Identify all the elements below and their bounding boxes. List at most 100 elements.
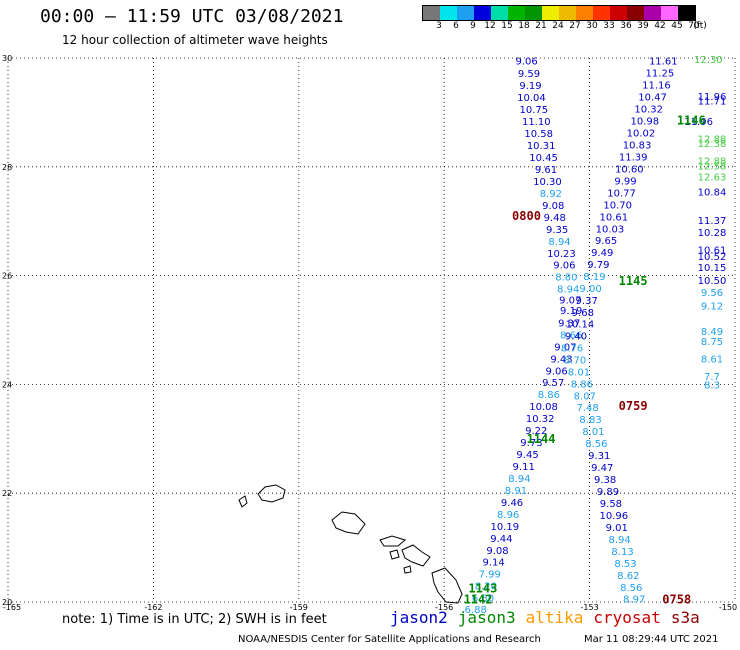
wave-height-reading: 9.19 [519, 81, 541, 92]
wave-height-reading: 9.08 [486, 546, 508, 557]
satellite-jason3: jason3 [457, 608, 516, 627]
wave-height-reading: 8.75 [701, 337, 723, 348]
wave-height-reading: 8.01 [568, 367, 590, 378]
color-swatch [661, 6, 678, 20]
wave-height-reading: 8.86 [538, 390, 560, 401]
island-niihau [238, 495, 248, 508]
color-swatch [440, 6, 457, 20]
longitude-label: -156 [435, 603, 453, 612]
wave-height-reading: 8.94 [548, 237, 570, 248]
color-swatch [678, 6, 695, 20]
latitude-label: 26 [2, 272, 12, 281]
track-east: 11.6111.2511.1610.4710.3210.9810.0210.83… [561, 57, 678, 606]
color-swatch [559, 6, 576, 20]
wave-height-reading: 9.08 [542, 201, 564, 212]
color-swatch [644, 6, 661, 20]
longitude-label: -150 [719, 603, 737, 612]
color-scale-label: 33 [603, 21, 615, 31]
color-scale-label: 3 [436, 21, 442, 31]
color-swatch [423, 6, 440, 20]
color-scale-label: 45 [671, 21, 683, 31]
wave-height-reading: 7.7 [704, 372, 720, 383]
color-swatch [508, 6, 525, 20]
wave-height-reading: 8.94 [508, 474, 530, 485]
wave-height-reading: 10.61 [600, 212, 629, 223]
wave-height-reading: 9.07 [554, 342, 576, 353]
wave-height-reading: 9.06 [546, 366, 568, 377]
wave-height-reading: 6.88 [465, 605, 487, 616]
wave-height-reading: 12.88 [698, 135, 727, 146]
wave-height-reading: 8.91 [505, 486, 527, 497]
wave-height-reading: 10.08 [529, 402, 558, 413]
wave-height-reading: 8.86 [571, 379, 593, 390]
track-west: 9.069.599.1910.0410.7511.1010.5810.3110.… [465, 57, 583, 616]
latitude-label: 24 [2, 380, 12, 389]
wave-height-reading: 10.52 [698, 252, 727, 263]
color-swatch [593, 6, 610, 20]
color-scale-label: 15 [501, 21, 513, 31]
wave-height-reading: 10.15 [698, 263, 727, 274]
wave-height-reading: 9.47 [591, 463, 613, 474]
wave-height-reading: 10.03 [596, 224, 625, 235]
color-scale-label: 12 [484, 21, 496, 31]
latitude-label: 20 [2, 598, 12, 607]
wave-height-reading: 9.40 [565, 331, 587, 342]
wave-height-reading: 9.38 [594, 475, 616, 486]
wave-height-reading: 9.37 [576, 296, 598, 307]
wave-height-reading: 8.83 [579, 415, 601, 426]
wave-height-reading: 9.37 [558, 318, 580, 329]
satellite-s3a: s3a [670, 608, 700, 627]
wave-height-reading: 8.19 [583, 272, 605, 283]
wave-height-reading: 9.22 [525, 426, 547, 437]
altimeter-tracks: 9.069.599.1910.0410.7511.1010.5810.3110.… [465, 55, 727, 616]
wave-height-reading: 8.53 [614, 559, 636, 570]
map-title: 00:00 – 11:59 UTC 03/08/2021 [40, 6, 344, 27]
wave-height-reading: 8.01 [582, 427, 604, 438]
wave-height-reading: 9.99 [614, 176, 636, 187]
color-scale-label: 70 [688, 21, 700, 31]
wave-height-reading: 11.16 [642, 81, 671, 92]
wave-height-reading: 10.04 [517, 93, 546, 104]
wave-height-reading: 9.43 [550, 354, 572, 365]
pass-time-label: 1143 [468, 581, 497, 595]
pass-time-label: 1146 [677, 114, 706, 128]
wave-height-reading: 12.88 [698, 156, 727, 167]
wave-height-reading: 11.10 [522, 117, 551, 128]
wave-height-reading: 10.98 [631, 117, 660, 128]
wave-height-reading: 8.13 [611, 547, 633, 558]
pass-time-label: 1145 [619, 274, 648, 288]
wave-height-reading: 8.80 [555, 273, 577, 284]
wave-height-reading: 8.56 [620, 583, 642, 594]
pass-time-label: 0800 [512, 209, 541, 223]
wave-height-reading: 9.73 [520, 438, 542, 449]
wave-height-reading: 9.68 [572, 308, 594, 319]
wave-height-reading: 10.70 [603, 200, 632, 211]
longitude-label: -162 [144, 603, 162, 612]
wave-height-reading: 7.99 [479, 570, 501, 581]
wave-height-reading: 11.96 [698, 92, 727, 103]
wave-height-reading: 9.46 [501, 498, 523, 509]
wave-height-reading: 10.23 [547, 249, 576, 260]
wave-height-reading: 9.35 [546, 225, 568, 236]
wave-height-reading: 11.25 [646, 69, 675, 80]
wave-height-reading: 8.62 [617, 571, 639, 582]
wave-height-reading: 10.30 [533, 177, 562, 188]
pass-time-label: 1144 [527, 432, 556, 446]
wave-height-reading: 10.50 [698, 276, 727, 287]
satellite-cryosat: cryosat [593, 608, 661, 627]
color-scale-unit: (ft) [693, 21, 707, 31]
wave-height-reading: 9.57 [542, 378, 564, 389]
wave-height-reading: 8.07 [574, 391, 596, 402]
pass-time-label: 1142 [464, 592, 493, 606]
wave-height-reading: 8.49 [701, 327, 723, 338]
wave-height-reading: 10.32 [634, 105, 663, 116]
wave-height-reading: 9.48 [544, 213, 566, 224]
color-swatch [576, 6, 593, 20]
color-swatch [542, 6, 559, 20]
color-swatch [491, 6, 508, 20]
satellite-legend: jason2 jason3 altika cryosat s3a [390, 608, 710, 627]
wave-height-reading: 8.3 [704, 380, 720, 391]
axis-labels: -165 -162 -159 -156 -153 -150 30 28 26 24 22 20 [2, 54, 737, 612]
wave-height-reading: 8.66 [560, 330, 582, 341]
